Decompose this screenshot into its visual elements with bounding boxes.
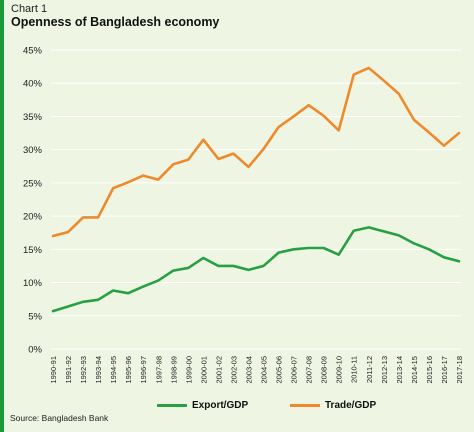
source-note: Source: Bangladesh Bank — [10, 413, 109, 423]
x-tick-label: 2011-12 — [365, 356, 374, 383]
x-tick-label: 1993-94 — [94, 356, 103, 384]
y-tick-label: 10% — [23, 278, 43, 289]
x-tick-label: 1997-98 — [154, 356, 163, 384]
x-tick-label: 2010-11 — [350, 356, 359, 383]
x-tick-label: 1995-96 — [124, 356, 133, 384]
legend-trade: Trade/GDP — [290, 400, 376, 411]
legend-trade-swatch — [290, 403, 320, 407]
x-tick-label: 2004-05 — [260, 356, 269, 384]
legend-export: Export/GDP — [157, 400, 248, 411]
x-tick-label: 2002-03 — [229, 356, 238, 384]
y-tick-label: 15% — [23, 245, 43, 256]
y-tick-label: 45% — [23, 46, 43, 57]
x-tick-label: 2001-02 — [214, 356, 223, 384]
chart-number-label: Chart 1 — [11, 3, 48, 15]
legend-trade-label: Trade/GDP — [325, 400, 377, 411]
y-axis-ticks: 0% 5% 10% 15% 20% 25% 30% 35% 40% 45% — [23, 46, 43, 356]
x-tick-label: 2003-04 — [244, 356, 253, 384]
grid-lines — [51, 49, 461, 350]
series-line-export-gdp — [51, 226, 461, 313]
y-tick-label: 0% — [28, 345, 42, 356]
x-tick-label: 1999-00 — [184, 356, 193, 384]
y-tick-label: 35% — [23, 112, 43, 123]
x-tick-label: 1992-93 — [79, 356, 88, 384]
x-tick-label: 2014-15 — [410, 356, 419, 384]
accent-bar — [0, 0, 4, 432]
legend-export-swatch — [157, 403, 187, 407]
x-tick-label: 2009-10 — [335, 356, 344, 384]
x-tick-label: 2012-13 — [380, 356, 389, 384]
x-tick-label: 1990-91 — [49, 356, 58, 384]
x-tick-label: 2007-08 — [305, 356, 314, 384]
series-lines — [51, 66, 461, 313]
x-tick-label: 2006-07 — [290, 356, 299, 384]
y-tick-label: 40% — [23, 79, 43, 90]
x-tick-label: 2017-18 — [455, 356, 464, 384]
x-tick-label: 2008-09 — [320, 356, 329, 384]
x-tick-label: 1991-92 — [64, 356, 73, 384]
legend-export-label: Export/GDP — [192, 400, 249, 411]
x-tick-label: 1998-99 — [169, 356, 178, 384]
series-line-trade-gdp — [51, 66, 461, 238]
y-tick-label: 5% — [28, 311, 42, 322]
x-tick-label: 2000-01 — [199, 356, 208, 384]
x-tick-label: 2015-16 — [425, 356, 434, 384]
x-tick-label: 1996-97 — [139, 356, 148, 384]
y-tick-label: 25% — [23, 178, 43, 189]
y-tick-label: 30% — [23, 145, 43, 156]
y-tick-label: 20% — [23, 212, 43, 223]
x-tick-label: 1994-95 — [109, 356, 118, 384]
x-tick-label: 2005-06 — [275, 356, 284, 384]
x-tick-label: 2016-17 — [440, 356, 449, 384]
chart-title: Openness of Bangladesh economy — [11, 15, 220, 29]
x-axis-ticks: 1990-91 1991-92 1992-93 1993-94 1994-95 1995-… — [49, 356, 464, 384]
x-tick-label: 2013-14 — [395, 356, 404, 384]
